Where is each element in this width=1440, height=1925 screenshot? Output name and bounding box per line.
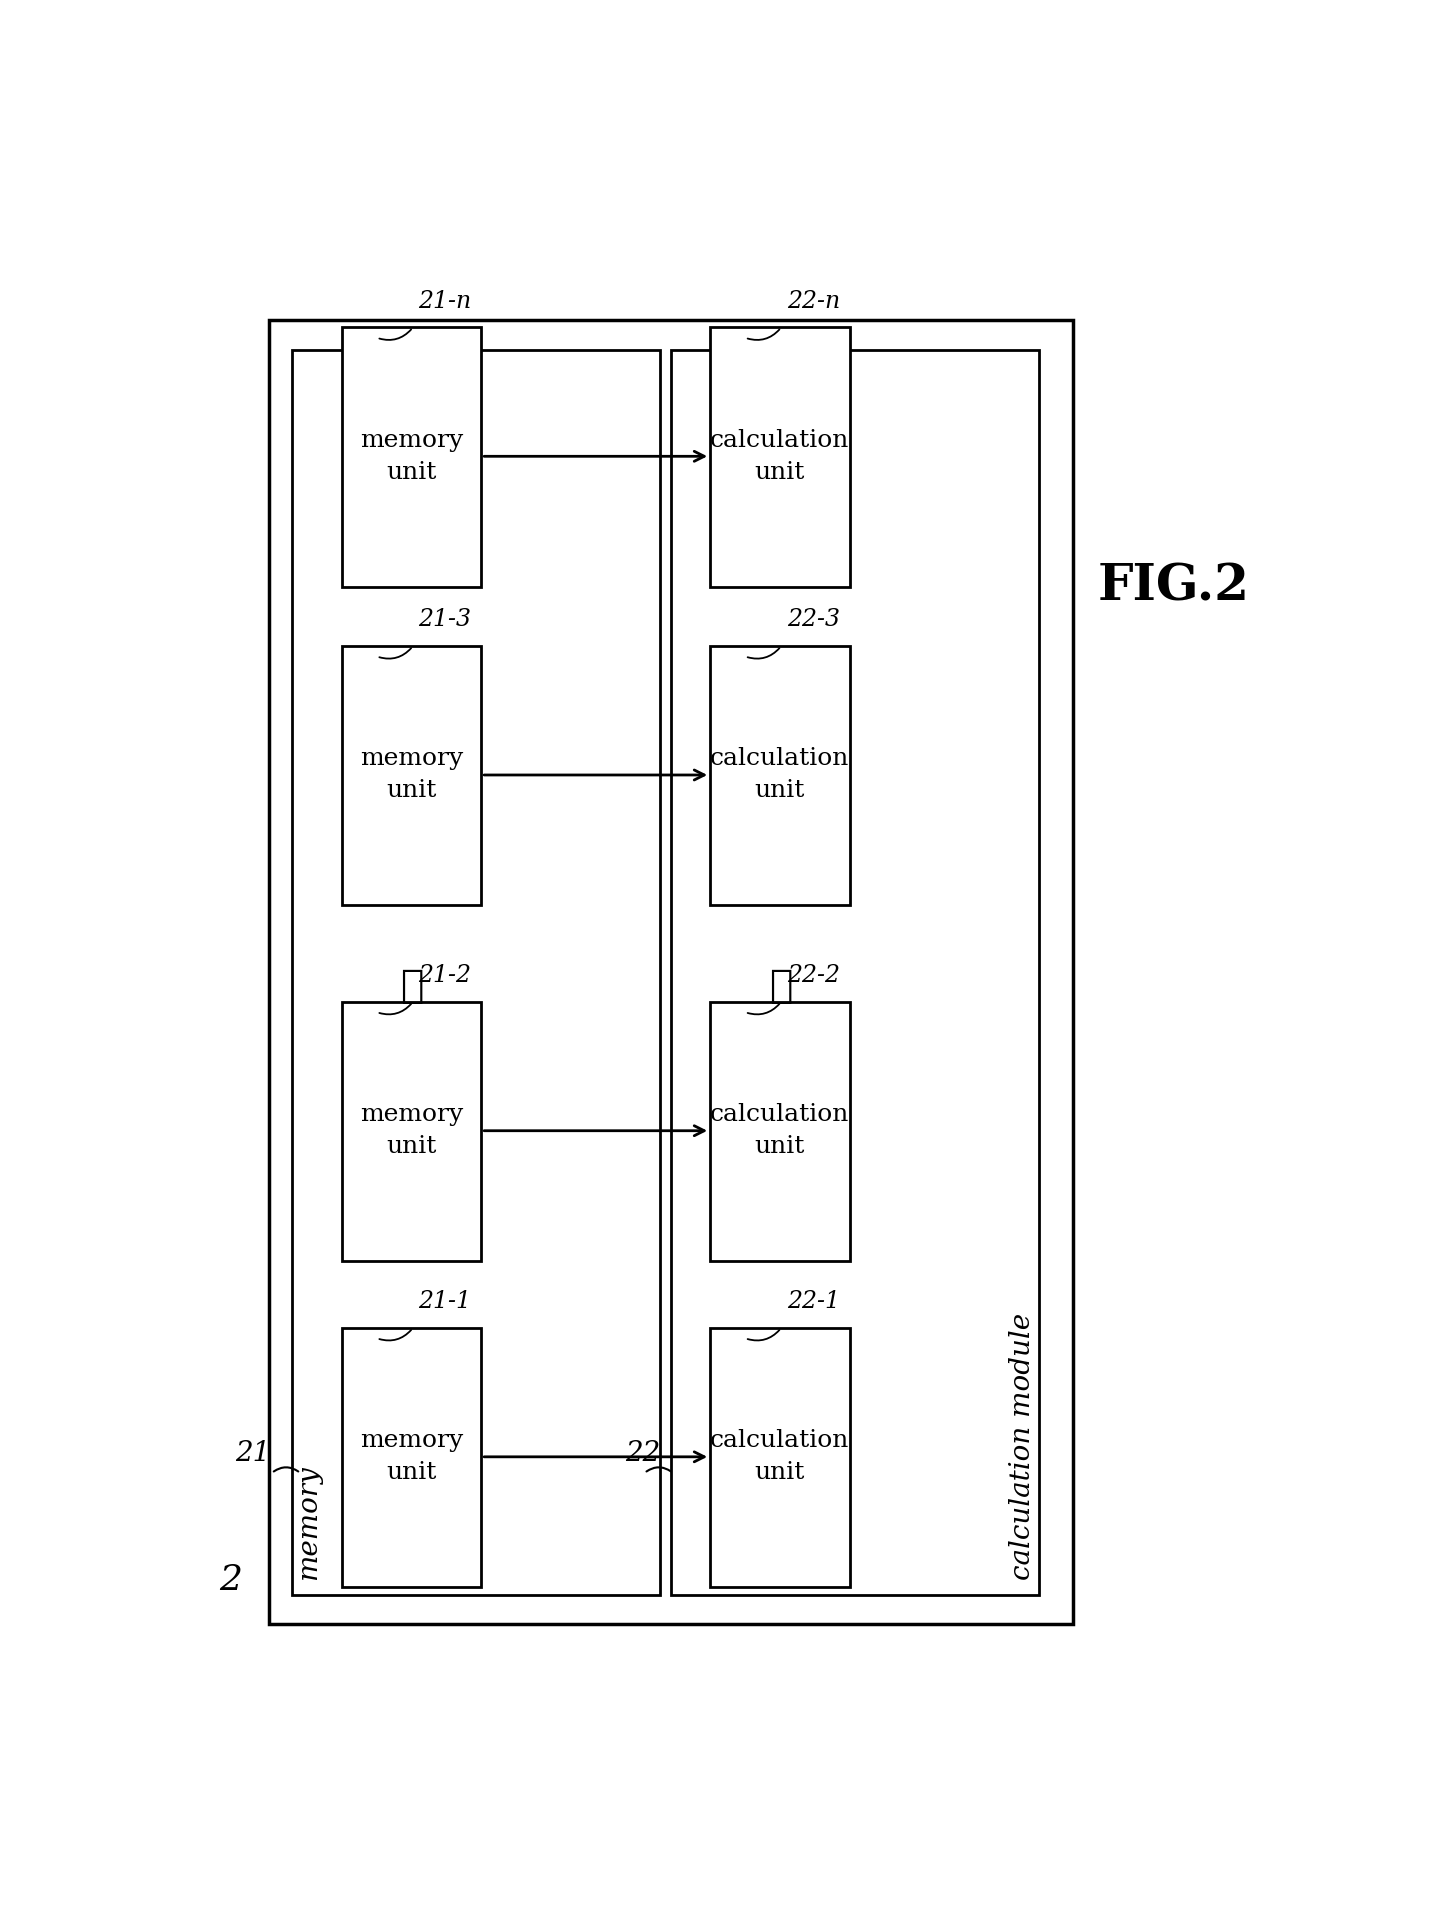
Bar	[341, 647, 481, 905]
Text: 21-3: 21-3	[419, 608, 471, 631]
Text: memory
unit: memory unit	[360, 1103, 464, 1159]
Bar	[710, 1001, 850, 1261]
Text: memory
unit: memory unit	[360, 747, 464, 803]
Text: 22-2: 22-2	[786, 964, 840, 988]
Bar	[671, 350, 1040, 1594]
Bar	[291, 350, 660, 1594]
Text: memory: memory	[295, 1465, 323, 1580]
Text: 21-2: 21-2	[419, 964, 471, 988]
Text: 22-n: 22-n	[786, 289, 840, 312]
Bar	[341, 1328, 481, 1588]
Bar	[710, 327, 850, 587]
Text: 2: 2	[219, 1563, 242, 1598]
Bar	[269, 320, 1073, 1625]
Text: 21: 21	[235, 1440, 271, 1467]
Bar	[710, 1328, 850, 1588]
Text: calculation
unit: calculation unit	[710, 747, 850, 803]
Text: 22-3: 22-3	[786, 608, 840, 631]
Text: 21-1: 21-1	[419, 1290, 471, 1313]
Text: 22: 22	[625, 1440, 661, 1467]
Text: calculation
unit: calculation unit	[710, 1103, 850, 1159]
Text: calculation
unit: calculation unit	[710, 429, 850, 483]
Text: ⋯: ⋯	[769, 968, 792, 1005]
Text: memory
unit: memory unit	[360, 429, 464, 483]
Text: 21-n: 21-n	[419, 289, 472, 312]
Text: ⋯: ⋯	[400, 968, 423, 1005]
Text: memory
unit: memory unit	[360, 1430, 464, 1484]
Text: calculation
unit: calculation unit	[710, 1430, 850, 1484]
Text: calculation module: calculation module	[1009, 1313, 1037, 1580]
Bar	[710, 647, 850, 905]
Text: 22-1: 22-1	[786, 1290, 840, 1313]
Text: FIG.2: FIG.2	[1097, 562, 1250, 612]
Bar	[341, 1001, 481, 1261]
Bar	[341, 327, 481, 587]
